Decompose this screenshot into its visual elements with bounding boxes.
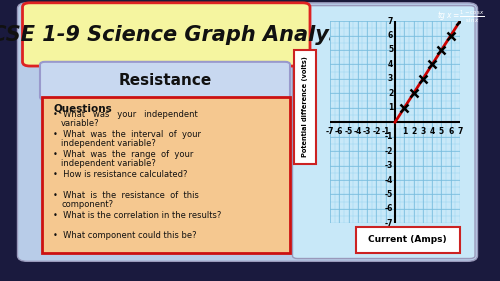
Text: 5: 5: [388, 46, 393, 55]
FancyBboxPatch shape: [18, 3, 477, 261]
Text: 4: 4: [388, 60, 393, 69]
Text: -5: -5: [385, 190, 393, 199]
Text: Questions: Questions: [54, 103, 113, 114]
Text: •  What   was   your   independent: • What was your independent: [53, 110, 198, 119]
Text: -3: -3: [385, 161, 393, 170]
Text: GCSE 1-9 Science Graph Analysis: GCSE 1-9 Science Graph Analysis: [0, 24, 361, 45]
FancyBboxPatch shape: [42, 97, 290, 253]
Text: 2: 2: [388, 89, 393, 98]
Text: component?: component?: [61, 200, 113, 209]
Text: •  How is resistance calculated?: • How is resistance calculated?: [53, 170, 188, 179]
Text: -1: -1: [385, 132, 393, 141]
Text: 7: 7: [388, 17, 393, 26]
Text: -4: -4: [354, 126, 362, 135]
FancyBboxPatch shape: [292, 6, 475, 259]
Text: -6: -6: [385, 205, 393, 214]
Text: -6: -6: [335, 126, 344, 135]
Text: 6: 6: [388, 31, 393, 40]
Text: $tg\,x = \frac{1-\cos x}{\sin x}$: $tg\,x = \frac{1-\cos x}{\sin x}$: [437, 8, 485, 25]
Text: 1: 1: [388, 103, 393, 112]
Text: Resistance: Resistance: [118, 73, 212, 89]
Text: 3: 3: [388, 74, 393, 83]
Text: -1: -1: [382, 126, 390, 135]
Text: independent variable?: independent variable?: [61, 159, 156, 168]
FancyBboxPatch shape: [294, 50, 316, 164]
FancyBboxPatch shape: [0, 253, 500, 281]
Text: -2: -2: [385, 147, 393, 156]
Text: 6: 6: [448, 126, 454, 135]
Text: -4: -4: [385, 176, 393, 185]
Text: •  What  is  the  resistance  of  this: • What is the resistance of this: [53, 191, 199, 200]
Text: Potential difference (volts): Potential difference (volts): [302, 56, 308, 157]
Text: -7: -7: [326, 126, 334, 135]
FancyBboxPatch shape: [40, 62, 290, 100]
FancyBboxPatch shape: [22, 3, 310, 66]
Text: -2: -2: [372, 126, 380, 135]
Text: 2: 2: [411, 126, 416, 135]
Text: Current (Amps): Current (Amps): [368, 235, 447, 244]
Text: •  What component could this be?: • What component could this be?: [53, 231, 197, 240]
Text: 5: 5: [439, 126, 444, 135]
Text: -7: -7: [384, 219, 393, 228]
FancyBboxPatch shape: [356, 227, 460, 253]
Text: independent variable?: independent variable?: [61, 139, 156, 148]
Text: •  What  was  the  interval  of  your: • What was the interval of your: [53, 130, 201, 139]
FancyBboxPatch shape: [0, 0, 38, 281]
Text: 3: 3: [420, 126, 426, 135]
Text: 4: 4: [430, 126, 435, 135]
Text: -3: -3: [363, 126, 372, 135]
Text: •  What is the correlation in the results?: • What is the correlation in the results…: [53, 211, 222, 220]
Text: 1: 1: [402, 126, 407, 135]
FancyBboxPatch shape: [462, 0, 500, 281]
Text: -5: -5: [344, 126, 352, 135]
Text: •  What  was  the  range  of  your: • What was the range of your: [53, 150, 194, 159]
Text: variable?: variable?: [61, 119, 100, 128]
Text: 7: 7: [458, 126, 462, 135]
